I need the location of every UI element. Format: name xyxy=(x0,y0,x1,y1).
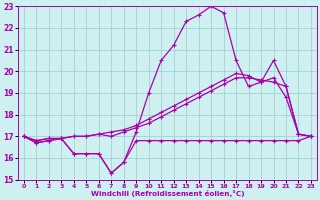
X-axis label: Windchill (Refroidissement éolien,°C): Windchill (Refroidissement éolien,°C) xyxy=(91,190,244,197)
